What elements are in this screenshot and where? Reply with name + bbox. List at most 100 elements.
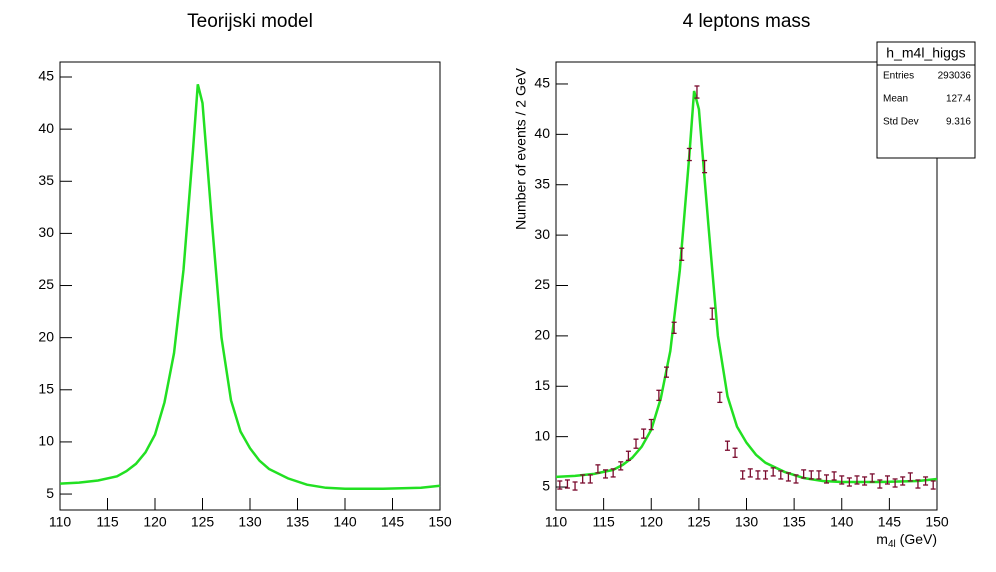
error-bar xyxy=(778,470,784,480)
x-tick-label: 110 xyxy=(49,514,72,530)
error-bar xyxy=(702,159,708,174)
error-bar xyxy=(763,470,769,480)
error-bar xyxy=(808,470,814,480)
y-tick-label: 10 xyxy=(534,427,550,443)
error-bar xyxy=(580,474,586,484)
y-tick-label: 25 xyxy=(38,276,54,292)
x-tick-label: 150 xyxy=(925,514,949,530)
y-tick-label: 15 xyxy=(38,380,54,396)
error-bar xyxy=(839,475,845,485)
error-bar xyxy=(915,479,921,489)
error-bar xyxy=(907,472,913,482)
error-bar xyxy=(694,85,700,99)
x-tick-label: 115 xyxy=(592,514,615,530)
error-bar xyxy=(732,447,738,458)
error-bar xyxy=(801,469,807,479)
error-bar xyxy=(618,461,624,471)
error-bar xyxy=(717,391,723,404)
error-bar xyxy=(900,476,906,486)
x-tick-label: 135 xyxy=(782,514,806,530)
y-tick-label: 15 xyxy=(534,377,550,393)
x-tick-label: 145 xyxy=(381,514,405,530)
x-tick-label: 125 xyxy=(687,514,711,530)
x-tick-label: 110 xyxy=(545,514,568,530)
error-bar xyxy=(663,366,669,378)
curve xyxy=(555,90,938,484)
error-bar xyxy=(816,470,822,480)
x-tick-label: 135 xyxy=(286,514,310,530)
stats-label: Entries xyxy=(883,71,914,82)
y-tick-label: 30 xyxy=(534,226,550,242)
error-bar xyxy=(747,468,753,478)
error-bar xyxy=(824,474,830,484)
stats-label: Mean xyxy=(883,94,908,105)
y-tick-label: 40 xyxy=(38,120,54,136)
y-tick-label: 35 xyxy=(534,175,550,191)
error-bar xyxy=(755,470,761,480)
stats-value: 127.4 xyxy=(946,94,971,105)
error-bar xyxy=(877,479,883,489)
error-bar xyxy=(648,418,654,431)
curve xyxy=(59,83,441,491)
error-bar xyxy=(923,476,929,486)
error-bar xyxy=(603,469,609,479)
x-tick-label: 120 xyxy=(143,514,167,530)
error-bar xyxy=(610,468,616,478)
error-bar xyxy=(862,476,868,486)
y-tick-label: 10 xyxy=(38,433,54,449)
error-bar xyxy=(557,480,563,490)
y-tick-label: 5 xyxy=(46,485,54,501)
y-tick-label: 35 xyxy=(38,172,54,188)
x-tick-label: 120 xyxy=(640,514,664,530)
error-bar xyxy=(930,480,936,490)
x-axis-label-part: m xyxy=(876,531,888,547)
error-bar xyxy=(595,464,601,474)
error-bar xyxy=(572,481,578,491)
x-axis-label-part: (GeV) xyxy=(896,531,937,547)
error-bar xyxy=(793,474,799,484)
error-bar xyxy=(671,321,677,335)
y-tick-label: 20 xyxy=(38,328,54,344)
error-bar xyxy=(625,450,631,461)
stats-value: 9.316 xyxy=(946,117,971,128)
error-bar xyxy=(770,467,776,477)
error-bar xyxy=(724,440,730,451)
error-bar xyxy=(679,247,685,261)
error-bar xyxy=(633,438,639,449)
stats-box xyxy=(876,41,976,159)
y-tick-label: 40 xyxy=(534,125,550,141)
error-bar xyxy=(846,477,852,487)
chart-title: Teorijski model xyxy=(187,11,313,32)
x-axis-label: m4l (GeV) xyxy=(876,531,937,550)
y-tick-label: 45 xyxy=(534,75,550,91)
error-bar xyxy=(587,474,593,484)
error-bar xyxy=(686,147,692,162)
error-bar xyxy=(656,389,662,402)
error-bar xyxy=(641,428,647,439)
error-bar xyxy=(740,470,746,480)
error-bar xyxy=(854,475,860,485)
error-bar xyxy=(892,478,898,488)
error-bar xyxy=(785,472,791,482)
error-bar xyxy=(709,307,715,320)
x-tick-label: 145 xyxy=(878,514,902,530)
x-tick-label: 115 xyxy=(96,514,119,530)
x-axis-label-part: 4l xyxy=(888,539,896,550)
stats-value: 293036 xyxy=(938,71,972,82)
stats-label: Std Dev xyxy=(883,117,919,128)
error-bar xyxy=(831,471,837,481)
error-bar xyxy=(869,473,875,483)
y-tick-label: 45 xyxy=(38,68,54,84)
x-tick-label: 140 xyxy=(830,514,854,530)
x-tick-label: 140 xyxy=(333,514,357,530)
y-tick-label: 20 xyxy=(534,327,550,343)
y-tick-label: 25 xyxy=(534,276,550,292)
error-bar xyxy=(564,479,570,489)
error-bar xyxy=(884,475,890,485)
y-tick-label: 30 xyxy=(38,224,54,240)
x-tick-label: 125 xyxy=(191,514,215,530)
x-tick-label: 150 xyxy=(428,514,452,530)
x-tick-label: 130 xyxy=(735,514,759,530)
